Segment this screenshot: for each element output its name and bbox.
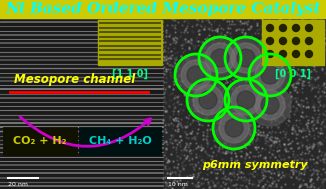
Circle shape xyxy=(181,60,211,90)
Text: p6mm symmetry: p6mm symmetry xyxy=(202,160,308,170)
Circle shape xyxy=(225,79,267,121)
Circle shape xyxy=(225,119,243,137)
Circle shape xyxy=(187,66,205,84)
Circle shape xyxy=(237,49,255,67)
Circle shape xyxy=(279,37,287,44)
Bar xyxy=(4,128,76,154)
Circle shape xyxy=(225,37,267,79)
Circle shape xyxy=(199,91,217,109)
Circle shape xyxy=(199,37,241,79)
Text: [0 0 1]: [0 0 1] xyxy=(275,69,311,79)
Circle shape xyxy=(175,54,217,96)
Circle shape xyxy=(305,25,313,32)
Circle shape xyxy=(305,37,313,44)
Circle shape xyxy=(213,107,255,149)
Circle shape xyxy=(279,25,287,32)
Text: 10 nm: 10 nm xyxy=(168,183,188,187)
FancyArrowPatch shape xyxy=(20,117,151,146)
Circle shape xyxy=(266,50,274,57)
Circle shape xyxy=(292,50,300,57)
Bar xyxy=(262,20,324,65)
Circle shape xyxy=(237,91,255,109)
Bar xyxy=(80,128,160,154)
Circle shape xyxy=(266,37,274,44)
Text: 20 nm: 20 nm xyxy=(8,183,28,187)
Circle shape xyxy=(249,54,291,96)
Circle shape xyxy=(231,43,261,73)
Text: Mesopore channel: Mesopore channel xyxy=(14,74,136,87)
Circle shape xyxy=(255,90,285,120)
Circle shape xyxy=(249,84,291,126)
Circle shape xyxy=(305,50,313,57)
Text: [1 1 0]: [1 1 0] xyxy=(112,69,148,79)
Bar xyxy=(0,0,163,189)
Circle shape xyxy=(205,43,235,73)
Circle shape xyxy=(261,96,279,114)
Circle shape xyxy=(261,66,279,84)
Circle shape xyxy=(279,50,287,57)
Bar xyxy=(163,0,326,189)
Text: Ni Based Ordered Mesopore Catalyst: Ni Based Ordered Mesopore Catalyst xyxy=(5,2,321,16)
Circle shape xyxy=(193,85,223,115)
Circle shape xyxy=(255,60,285,90)
Circle shape xyxy=(187,79,229,121)
Circle shape xyxy=(231,85,261,115)
Circle shape xyxy=(219,113,249,143)
Text: CO₂ + H₂: CO₂ + H₂ xyxy=(13,136,67,146)
Bar xyxy=(0,0,326,18)
Bar xyxy=(98,20,162,65)
Circle shape xyxy=(266,25,274,32)
Circle shape xyxy=(292,25,300,32)
Circle shape xyxy=(211,49,229,67)
Text: CH₄ + H₂O: CH₄ + H₂O xyxy=(89,136,151,146)
Circle shape xyxy=(292,37,300,44)
